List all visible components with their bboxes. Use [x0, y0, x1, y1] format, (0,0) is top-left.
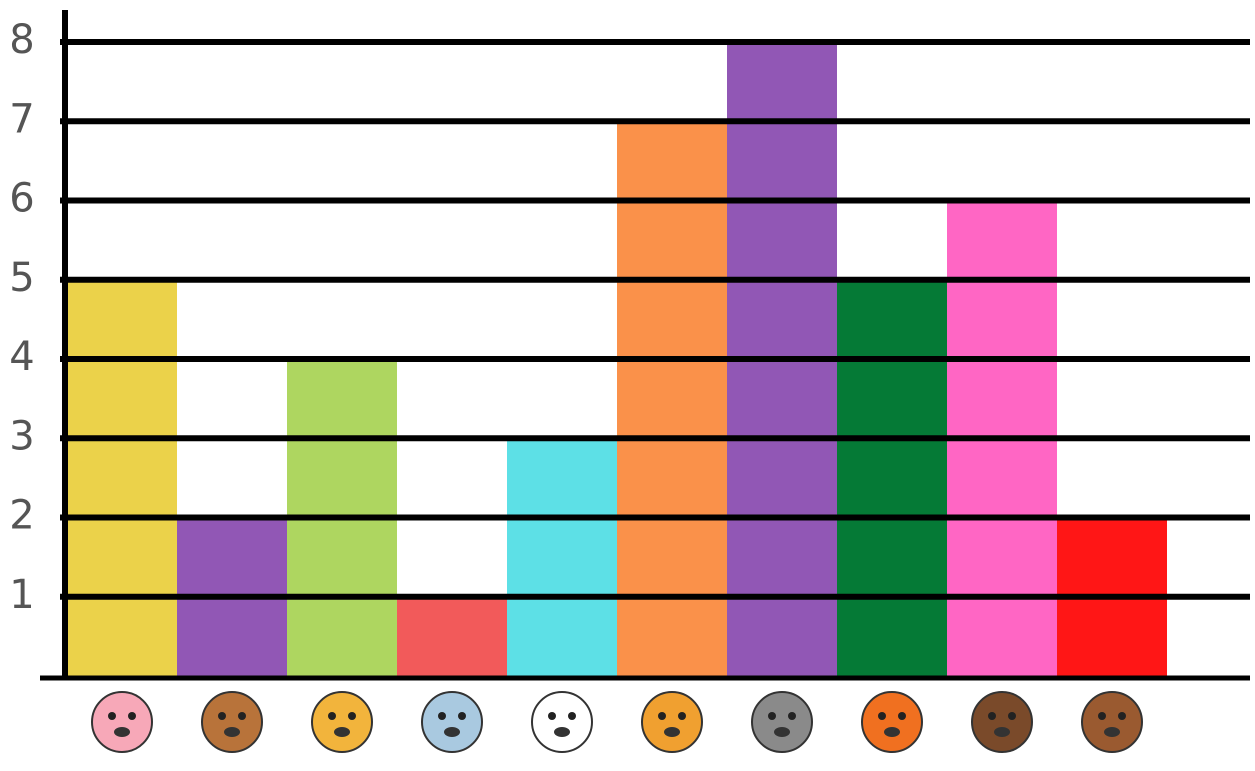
- icon-nose: [334, 727, 350, 737]
- icon-face: [201, 691, 263, 753]
- icon-eye: [1098, 712, 1106, 720]
- icon-nose: [664, 727, 680, 737]
- icon-face: [751, 691, 813, 753]
- y-tick-label: 1: [9, 572, 34, 618]
- category-icon: [861, 691, 923, 753]
- icon-eye: [768, 712, 776, 720]
- icon-eye: [128, 712, 136, 720]
- icon-eye: [458, 712, 466, 720]
- category-icon: [91, 691, 153, 753]
- icon-eye: [1118, 712, 1126, 720]
- icon-nose: [774, 727, 790, 737]
- y-tick-label: 2: [9, 493, 34, 539]
- icon-eye: [788, 712, 796, 720]
- icon-eye: [678, 712, 686, 720]
- category-icon: [311, 691, 373, 753]
- icon-nose: [224, 727, 240, 737]
- bar: [507, 438, 617, 676]
- icon-eye: [238, 712, 246, 720]
- icon-eye: [898, 712, 906, 720]
- y-tick-label: 7: [9, 96, 34, 142]
- icon-eye: [878, 712, 886, 720]
- category-icon: [641, 691, 703, 753]
- icon-nose: [1104, 727, 1120, 737]
- icon-eye: [658, 712, 666, 720]
- category-icon: [1081, 691, 1143, 753]
- bar: [837, 279, 947, 676]
- y-tick-label: 4: [9, 334, 34, 380]
- icon-eye: [108, 712, 116, 720]
- icon-face: [861, 691, 923, 753]
- icon-eye: [218, 712, 226, 720]
- category-icon: [751, 691, 813, 753]
- icon-face: [91, 691, 153, 753]
- icon-nose: [554, 727, 570, 737]
- icon-eye: [348, 712, 356, 720]
- icon-face: [531, 691, 593, 753]
- icon-nose: [884, 727, 900, 737]
- icon-eye: [438, 712, 446, 720]
- icon-face: [641, 691, 703, 753]
- icon-face: [311, 691, 373, 753]
- icon-nose: [114, 727, 130, 737]
- icon-eye: [548, 712, 556, 720]
- icon-face: [971, 691, 1033, 753]
- icon-nose: [444, 727, 460, 737]
- icon-eye: [568, 712, 576, 720]
- bar: [617, 121, 727, 676]
- icon-eye: [328, 712, 336, 720]
- icon-face: [421, 691, 483, 753]
- y-tick-label: 6: [9, 176, 34, 222]
- y-tick-label: 5: [9, 255, 34, 301]
- bar: [67, 279, 177, 676]
- category-icon: [531, 691, 593, 753]
- icon-eye: [988, 712, 996, 720]
- icon-eye: [1008, 712, 1016, 720]
- category-icon: [421, 691, 483, 753]
- category-icon: [201, 691, 263, 753]
- y-tick-label: 8: [9, 17, 34, 63]
- icon-nose: [994, 727, 1010, 737]
- category-icon: [971, 691, 1033, 753]
- y-tick-label: 3: [9, 413, 34, 459]
- icon-face: [1081, 691, 1143, 753]
- bar: [397, 596, 507, 676]
